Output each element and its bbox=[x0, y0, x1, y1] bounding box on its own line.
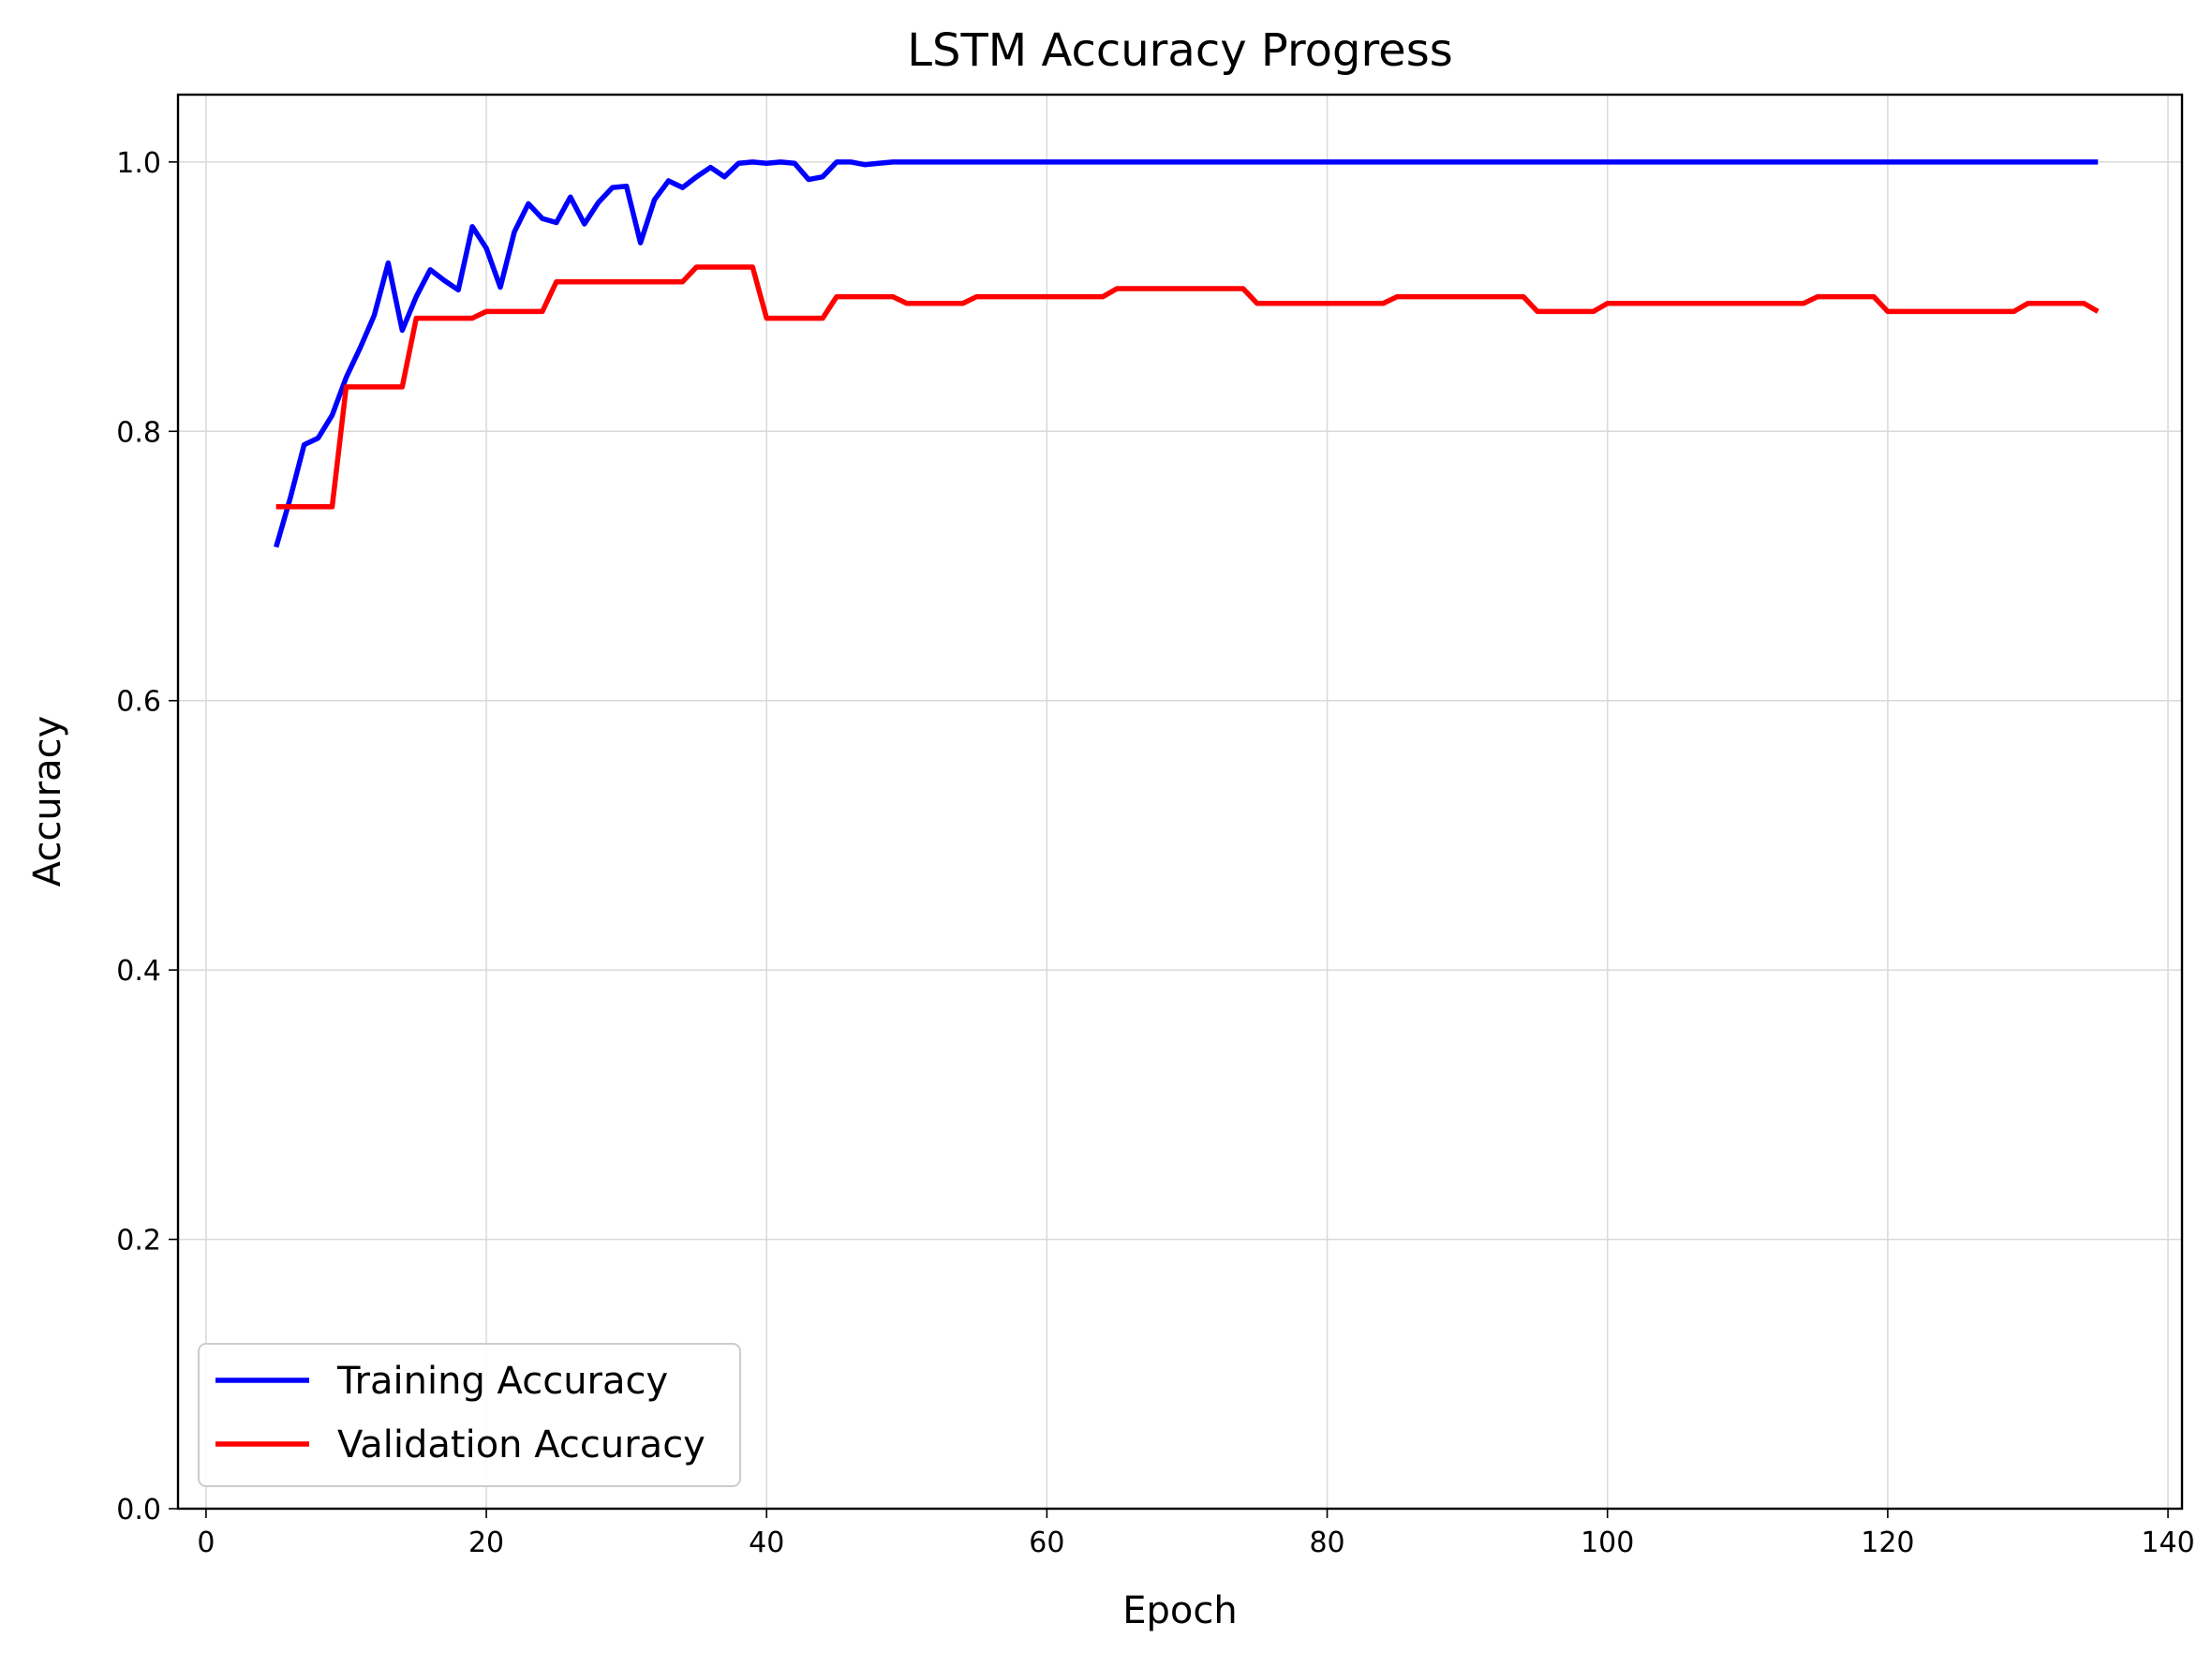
x-tick-label: 40 bbox=[749, 1526, 784, 1559]
x-tick-label: 80 bbox=[1309, 1526, 1344, 1559]
series-line-validation bbox=[275, 264, 2100, 510]
x-tick-label: 120 bbox=[1861, 1526, 1914, 1559]
x-tick-label: 20 bbox=[468, 1526, 504, 1559]
series-line-training bbox=[274, 159, 2099, 548]
legend: Training Accuracy Validation Accuracy bbox=[198, 1343, 741, 1487]
legend-box bbox=[198, 1343, 741, 1487]
y-tick-label: 0.4 bbox=[116, 955, 161, 988]
ticks: 0 20 40 60 80 100 120 140 0.0 0.2 0.4 0.6 0.8 1.0 bbox=[116, 147, 2194, 1559]
x-tick-label: 140 bbox=[2141, 1526, 2194, 1559]
x-axis-label: Epoch bbox=[1122, 1589, 1237, 1632]
plot-frame bbox=[176, 93, 2184, 1511]
y-tick-label: 0.8 bbox=[116, 416, 161, 449]
legend-label-validation: Validation Accuracy bbox=[337, 1423, 705, 1467]
x-tick-label: 100 bbox=[1581, 1526, 1634, 1559]
series-layer bbox=[274, 159, 2100, 548]
x-tick-label: 0 bbox=[197, 1526, 215, 1559]
y-tick-label: 1.0 bbox=[116, 147, 161, 180]
y-tick-label: 0.0 bbox=[116, 1494, 161, 1526]
chart-title: LSTM Accuracy Progress bbox=[907, 24, 1452, 77]
y-tick-label: 0.2 bbox=[116, 1225, 161, 1258]
y-axis-label: Accuracy bbox=[26, 716, 69, 887]
legend-label-training: Training Accuracy bbox=[336, 1360, 668, 1403]
x-tick-label: 60 bbox=[1029, 1526, 1064, 1559]
y-tick-label: 0.6 bbox=[116, 686, 161, 719]
